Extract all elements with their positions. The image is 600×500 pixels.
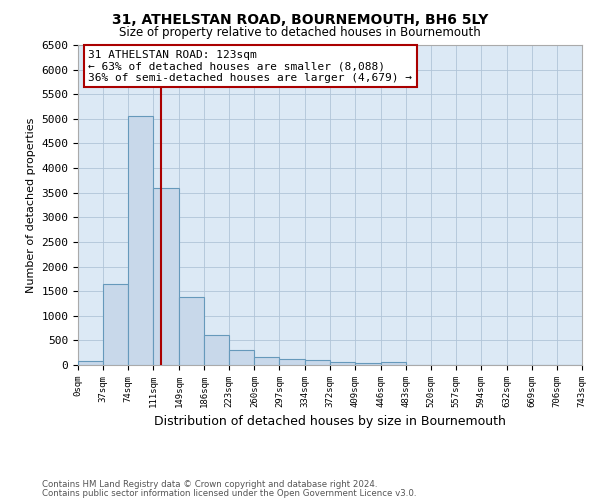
Bar bbox=[305, 360, 331, 365]
Bar bbox=[78, 362, 103, 365]
Text: Contains public sector information licensed under the Open Government Licence v3: Contains public sector information licen… bbox=[42, 488, 416, 498]
Text: Contains HM Land Registry data © Crown copyright and database right 2024.: Contains HM Land Registry data © Crown c… bbox=[42, 480, 377, 489]
Bar bbox=[229, 350, 254, 365]
Bar bbox=[128, 116, 153, 365]
Bar bbox=[204, 336, 229, 365]
Text: 31, ATHELSTAN ROAD, BOURNEMOUTH, BH6 5LY: 31, ATHELSTAN ROAD, BOURNEMOUTH, BH6 5LY bbox=[112, 12, 488, 26]
Bar bbox=[103, 284, 128, 365]
Bar bbox=[355, 363, 380, 365]
Bar bbox=[331, 362, 355, 365]
Y-axis label: Number of detached properties: Number of detached properties bbox=[26, 118, 36, 292]
Bar bbox=[153, 188, 179, 365]
Bar bbox=[280, 358, 305, 365]
Bar bbox=[254, 357, 280, 365]
Text: Size of property relative to detached houses in Bournemouth: Size of property relative to detached ho… bbox=[119, 26, 481, 39]
Text: 31 ATHELSTAN ROAD: 123sqm
← 63% of detached houses are smaller (8,088)
36% of se: 31 ATHELSTAN ROAD: 123sqm ← 63% of detac… bbox=[88, 50, 412, 83]
Bar bbox=[380, 362, 406, 365]
X-axis label: Distribution of detached houses by size in Bournemouth: Distribution of detached houses by size … bbox=[154, 416, 506, 428]
Bar bbox=[179, 298, 204, 365]
